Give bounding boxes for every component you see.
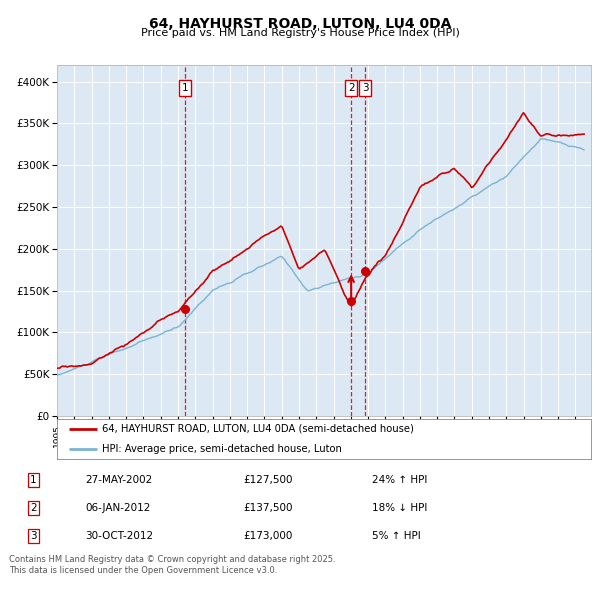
Text: £173,000: £173,000 xyxy=(243,531,292,541)
Text: Contains HM Land Registry data © Crown copyright and database right 2025.
This d: Contains HM Land Registry data © Crown c… xyxy=(9,555,335,575)
Text: 64, HAYHURST ROAD, LUTON, LU4 0DA (semi-detached house): 64, HAYHURST ROAD, LUTON, LU4 0DA (semi-… xyxy=(103,424,414,434)
Text: £127,500: £127,500 xyxy=(243,475,293,485)
Text: 2: 2 xyxy=(348,83,355,93)
Text: 5% ↑ HPI: 5% ↑ HPI xyxy=(372,531,421,541)
Text: Price paid vs. HM Land Registry's House Price Index (HPI): Price paid vs. HM Land Registry's House … xyxy=(140,28,460,38)
Text: 64, HAYHURST ROAD, LUTON, LU4 0DA: 64, HAYHURST ROAD, LUTON, LU4 0DA xyxy=(149,17,451,31)
Text: 18% ↓ HPI: 18% ↓ HPI xyxy=(372,503,427,513)
Text: HPI: Average price, semi-detached house, Luton: HPI: Average price, semi-detached house,… xyxy=(103,444,342,454)
Text: 30-OCT-2012: 30-OCT-2012 xyxy=(85,531,153,541)
Text: 27-MAY-2002: 27-MAY-2002 xyxy=(85,475,152,485)
Text: 24% ↑ HPI: 24% ↑ HPI xyxy=(372,475,427,485)
Text: £137,500: £137,500 xyxy=(243,503,293,513)
Text: 1: 1 xyxy=(30,475,37,485)
Text: 3: 3 xyxy=(362,83,368,93)
Text: 1: 1 xyxy=(182,83,188,93)
Text: 06-JAN-2012: 06-JAN-2012 xyxy=(85,503,151,513)
Text: 2: 2 xyxy=(30,503,37,513)
Text: 3: 3 xyxy=(30,531,37,541)
